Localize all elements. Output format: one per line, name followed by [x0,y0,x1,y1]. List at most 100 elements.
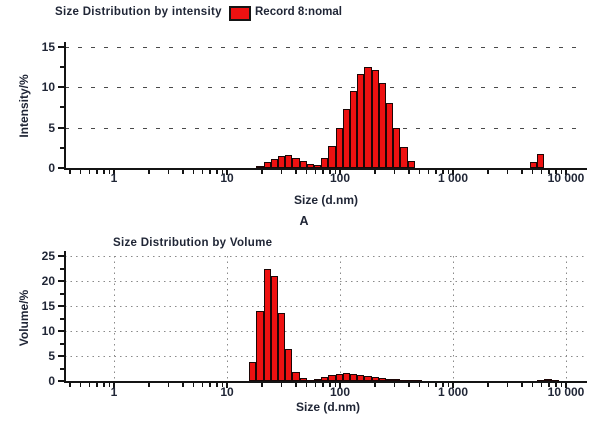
x-minor-tick [108,383,111,387]
x-minor-tick [374,170,376,174]
histogram-bar [371,70,379,168]
histogram-bar [357,74,365,168]
y-major-tick [58,167,65,169]
histogram-bar [313,378,322,381]
x-minor-tick [560,170,563,174]
histogram-bar [328,146,336,168]
h-gridline [65,46,585,48]
x-minor-tick [216,383,218,387]
x-minor-tick [182,383,184,387]
histogram-bar [256,165,264,168]
histogram-bar [407,160,415,168]
x-minor-tick [374,383,376,387]
x-tick-label: 100 [329,171,351,185]
y-tick-label: 20 [41,274,55,288]
x-minor-tick [103,170,105,174]
histogram-bar [249,362,257,381]
histogram-bar [529,162,538,168]
histogram-bar [263,162,271,168]
y-tick-label: 10 [41,324,55,338]
x-major-tick [565,383,567,388]
x-minor-tick [329,170,331,174]
x-minor-tick [192,383,195,387]
x-minor-tick [280,170,283,174]
x-minor-tick [540,383,543,387]
intensity-chart-title: Size Distribution by intensity [55,6,222,18]
x-minor-tick [280,383,283,387]
x-minor-tick [108,170,111,174]
x-minor-tick [322,170,324,174]
histogram-bar [321,158,329,168]
histogram-bar [385,378,394,381]
h-gridline [65,87,585,89]
x-minor-tick [531,170,534,174]
y-minor-tick [60,106,65,109]
panel-label-a: A [299,214,309,228]
y-tick-label: 25 [41,249,55,263]
histogram-bar [393,128,401,168]
x-major-tick [565,170,567,175]
x-minor-tick [295,170,297,174]
x-minor-tick [521,383,523,387]
histogram-bar [378,83,386,168]
h-gridline [65,331,585,332]
x-minor-tick [314,383,317,387]
v-gridline [566,256,567,381]
x-minor-tick [305,383,308,387]
x-minor-tick [334,383,337,387]
volume-x-axis-title: Size (d.nm) [295,400,361,414]
y-tick-label: 0 [48,374,55,388]
x-minor-tick [540,170,543,174]
y-tick-label: 10 [41,80,55,95]
x-major-tick [452,383,454,388]
y-major-tick [58,86,65,89]
histogram-bar [335,127,343,168]
h-gridline [65,306,585,307]
y-major-tick [58,330,65,332]
x-minor-tick [182,170,184,174]
x-minor-tick [487,170,489,174]
y-minor-tick [60,342,65,345]
x-axis-line [65,381,587,383]
x-minor-tick [96,170,98,174]
y-minor-tick [60,292,65,295]
histogram-bar [263,269,271,381]
y-axis-line [64,41,66,170]
x-major-tick [226,383,228,388]
x-minor-tick [531,383,534,387]
histogram-bar [371,376,379,381]
x-minor-tick [418,383,421,387]
x-minor-tick [334,170,337,174]
x-minor-tick [314,170,317,174]
x-minor-tick [69,170,71,174]
x-minor-tick [167,383,170,387]
x-minor-tick [555,170,557,174]
x-tick-label: 1 000 [437,171,469,185]
histogram-bar [299,378,307,381]
intensity-x-axis-title: Size (d.nm) [293,193,359,207]
histogram-bar [285,155,293,168]
x-minor-tick [447,383,450,387]
x-tick-label: 10 000 [547,171,585,185]
x-minor-tick [442,383,444,387]
x-minor-tick [103,383,105,387]
h-gridline [65,256,585,257]
x-minor-tick [69,383,71,387]
x-minor-tick [167,170,170,174]
x-major-tick [113,383,115,388]
x-minor-tick [295,383,297,387]
h-gridline [65,281,585,282]
x-minor-tick [408,170,410,174]
x-minor-tick [261,383,263,387]
v-gridline [227,256,228,381]
histogram-bar [270,159,278,168]
histogram-bar [277,312,286,381]
x-minor-tick [487,383,489,387]
y-minor-tick [60,317,65,320]
histogram-bar [378,377,386,381]
y-tick-label: 0 [48,161,55,175]
y-minor-tick [60,367,65,370]
histogram-bar [385,102,394,168]
y-minor-tick [60,267,65,270]
